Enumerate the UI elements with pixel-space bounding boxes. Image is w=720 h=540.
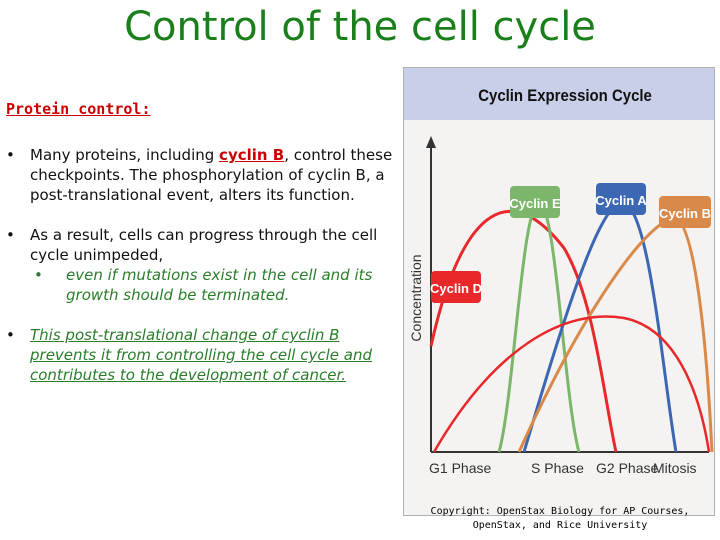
cyclin-a-label: Cyclin A bbox=[595, 193, 647, 208]
sub-bullet-item: • even if mutations exist in the cell an… bbox=[6, 265, 398, 305]
y-axis-arrow bbox=[426, 136, 436, 148]
cyclin-figure: Cyclin Expression Cycle Concentration Cy… bbox=[403, 67, 715, 516]
section-heading: Protein control: bbox=[6, 100, 151, 118]
bullet-1-text-before: Many proteins, including bbox=[30, 146, 220, 164]
y-axis-label: Concentration bbox=[408, 254, 424, 341]
copyright-line-1: Copyright: OpenStax Biology for AP Cours… bbox=[430, 506, 690, 517]
cyclin-b-label-box bbox=[659, 196, 711, 228]
cyclin-d-label: Cyclin D bbox=[430, 281, 482, 296]
slide-title: Control of the cell cycle bbox=[124, 4, 596, 50]
cyclin-a-curve bbox=[522, 201, 678, 453]
bullet-2-text: As a result, cells can progress through … bbox=[30, 226, 378, 264]
bullet-item-2: • As a result, cells can progress throug… bbox=[6, 225, 398, 265]
x-label-mitosis: Mitosis bbox=[653, 460, 697, 476]
copyright-text: Copyright: OpenStax Biology for AP Cours… bbox=[410, 505, 710, 533]
sub-bullet-text: even if mutations exist in the cell and … bbox=[66, 266, 373, 304]
bullet-dot: • bbox=[6, 226, 15, 244]
bullet-item-1: • Many proteins, including cyclin B, con… bbox=[6, 145, 398, 205]
figure-header bbox=[404, 68, 714, 120]
cyclin-b-curve bbox=[517, 216, 714, 453]
cyclin-d-label-box bbox=[431, 271, 481, 303]
bullet-dot: • bbox=[6, 146, 15, 164]
cyclin-b-highlight: cyclin B bbox=[219, 146, 285, 164]
sub-bullet-dot: • bbox=[34, 266, 43, 284]
x-label-g2: G2 Phase bbox=[596, 460, 658, 476]
bullet-item-3: • This post-translational change of cycl… bbox=[6, 325, 398, 385]
cyclin-d-curve bbox=[429, 209, 618, 453]
cyclin-e-curve bbox=[497, 201, 581, 453]
x-label-s: S Phase bbox=[531, 460, 584, 476]
cyclin-d-background-curve bbox=[432, 315, 711, 453]
cyclin-e-label-box bbox=[510, 186, 560, 218]
bullet-3-text: This post-translational change of cyclin… bbox=[30, 326, 372, 384]
cyclin-a-label-box bbox=[596, 183, 646, 215]
copyright-line-2: OpenStax, and Rice University bbox=[472, 520, 648, 531]
cyclin-e-label: Cyclin E bbox=[509, 196, 561, 211]
figure-header-title: Cyclin Expression Cycle bbox=[478, 87, 652, 105]
bullet-dot: • bbox=[6, 326, 15, 344]
cyclin-b-label: Cyclin B bbox=[659, 206, 711, 221]
bullet-list: • Many proteins, including cyclin B, con… bbox=[6, 145, 398, 385]
bullet-1-text-after: , control these checkpoints. The phospho… bbox=[30, 146, 393, 204]
cyclin-chart: Cyclin Expression Cycle Concentration Cy… bbox=[408, 87, 714, 476]
x-label-g1: G1 Phase bbox=[429, 460, 491, 476]
